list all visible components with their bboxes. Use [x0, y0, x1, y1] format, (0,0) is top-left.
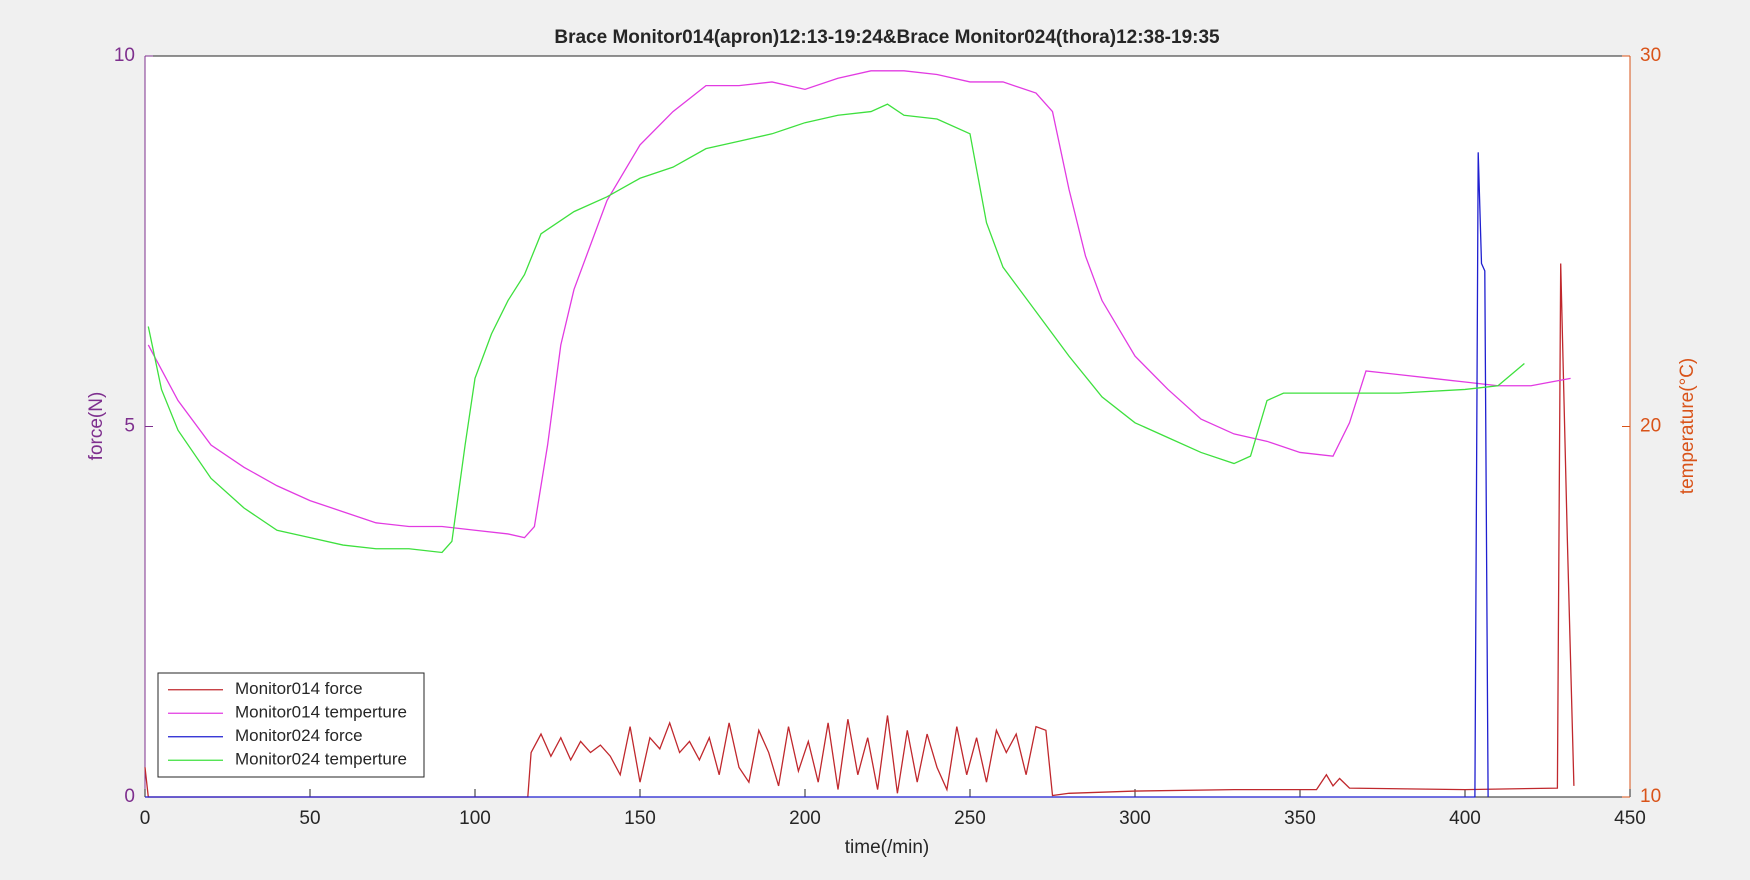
legend-label: Monitor014 force: [235, 679, 363, 698]
y2-tick-label: 20: [1640, 416, 1661, 437]
x-tick-label: 400: [1449, 808, 1481, 829]
series-line: [144, 263, 1575, 798]
x-tick-label: 0: [140, 808, 151, 829]
y2-axis-label: temperature(°C): [1677, 358, 1698, 494]
x-tick-label: 100: [459, 808, 491, 829]
y-tick-label: 0: [124, 786, 135, 807]
x-tick-label: 350: [1284, 808, 1316, 829]
x-tick-label: 50: [299, 808, 320, 829]
x-tick-label: 200: [789, 808, 821, 829]
y2-tick-label: 10: [1640, 786, 1661, 807]
x-tick-label: 250: [954, 808, 986, 829]
y-axis-label: force(N): [86, 392, 107, 461]
x-tick-label: 450: [1614, 808, 1646, 829]
chart-title: Brace Monitor014(apron)12:13-19:24&Brace…: [554, 27, 1220, 48]
y2-tick-label: 30: [1640, 45, 1661, 66]
x-tick-label: 150: [624, 808, 656, 829]
legend-label: Monitor024 force: [235, 726, 363, 745]
y-tick-label: 5: [124, 416, 135, 437]
series-line: [147, 103, 1525, 554]
series-line: [145, 152, 1489, 798]
y-tick-label: 10: [114, 45, 135, 66]
x-axis-label: time(/min): [845, 837, 929, 858]
legend-label: Monitor014 temperture: [235, 703, 407, 722]
x-tick-label: 300: [1119, 808, 1151, 829]
legend-label: Monitor024 temperture: [235, 750, 407, 769]
series-line: [147, 70, 1571, 539]
